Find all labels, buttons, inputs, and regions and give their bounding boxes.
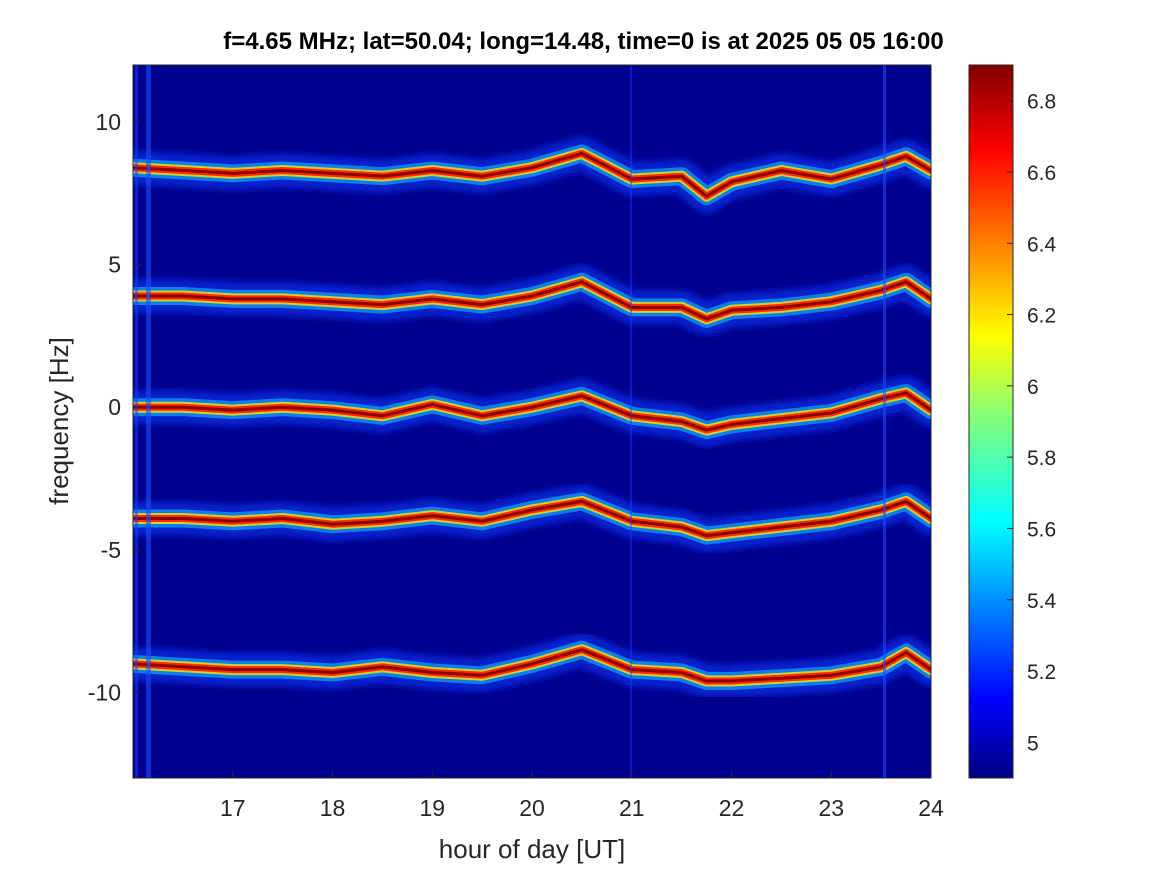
colorbar-tick-label: 5.8 [1027, 447, 1056, 470]
x-tick-label: 24 [918, 795, 944, 821]
colorbar [968, 64, 1014, 779]
chart-title: f=4.65 MHz; lat=50.04; long=14.48, time=… [223, 28, 944, 55]
trace-series [133, 136, 931, 214]
trace-core [133, 648, 931, 683]
colorbar-tick-label: 6.6 [1027, 162, 1056, 185]
y-tick-label: -10 [88, 679, 121, 705]
noise-column [135, 65, 138, 778]
x-tick-label: 19 [419, 795, 445, 821]
y-axis: 10 5 0 -5 -10 [88, 109, 141, 705]
colorbar-axis: 5 5.2 5.4 5.6 5.8 6 6.2 6.4 6.6 6.8 [1007, 91, 1057, 755]
y-tick-label: 10 [95, 109, 121, 135]
colorbar-tick-label: 5 [1027, 732, 1039, 755]
trace-core [133, 151, 931, 198]
trace-series [133, 264, 931, 336]
colorbar-tick-label: 6.4 [1027, 233, 1057, 256]
x-tick-label: 21 [619, 795, 645, 821]
colorbar-tick-label: 6 [1027, 376, 1039, 399]
colorbar-tick-label: 6.8 [1027, 91, 1056, 114]
y-tick-label: 5 [108, 252, 121, 278]
trace-layer [133, 136, 931, 698]
trace-core [133, 280, 931, 321]
x-tick-label: 22 [719, 795, 745, 821]
colorbar-tick-label: 5.6 [1027, 518, 1056, 541]
trace-series [133, 632, 931, 698]
trace-core [133, 499, 931, 538]
noise-column-layer [135, 65, 886, 778]
y-tick-label: -5 [101, 537, 121, 563]
x-tick-label: 18 [320, 795, 346, 821]
noise-column [146, 65, 151, 778]
x-axis: 17 18 19 20 21 22 23 24 [220, 770, 944, 821]
trace-core [133, 391, 931, 432]
colorbar-tick-label: 5.4 [1027, 590, 1057, 613]
x-axis-label: hour of day [UT] [439, 834, 625, 864]
y-axis-label: frequency [Hz] [44, 337, 74, 505]
noise-column [883, 65, 886, 778]
x-tick-label: 17 [220, 795, 246, 821]
trace-series [133, 376, 931, 448]
noise-column [630, 65, 632, 778]
x-tick-label: 20 [519, 795, 545, 821]
trace-series [133, 484, 931, 553]
y-tick-label: 0 [108, 394, 121, 420]
colorbar-tick-label: 5.2 [1027, 661, 1056, 684]
x-tick-label: 23 [818, 795, 844, 821]
colorbar-tick-label: 6.2 [1027, 305, 1056, 328]
